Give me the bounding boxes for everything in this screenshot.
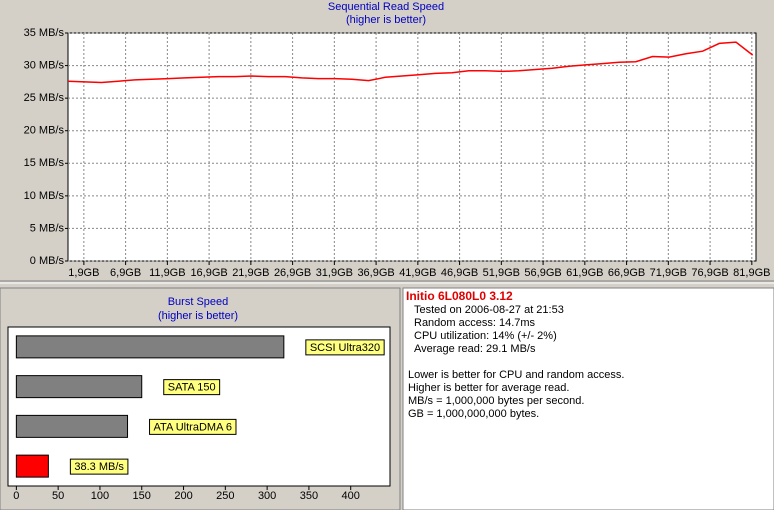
x-tick-label: 1,9GB	[68, 267, 99, 279]
x-tick-label: 6,9GB	[110, 267, 141, 279]
x-tick-label: 41,9GB	[399, 267, 436, 279]
info-detail: Tested on 2006-08-27 at 21:53	[414, 304, 564, 316]
bar	[15, 375, 143, 399]
x-tick-label: 0	[13, 490, 19, 502]
y-tick-label: 30 MB/s	[24, 59, 65, 71]
bar-label: SCSI Ultra320	[310, 342, 380, 354]
bar	[15, 335, 285, 359]
bar-label: ATA UltraDMA 6	[154, 421, 232, 433]
x-tick-label: 200	[174, 490, 192, 502]
plot-area	[67, 32, 757, 262]
x-tick-label: 61,9GB	[566, 267, 603, 279]
info-panel	[402, 287, 774, 510]
x-tick-label: 250	[216, 490, 234, 502]
y-tick-label: 20 MB/s	[24, 125, 65, 137]
x-tick-label: 51,9GB	[483, 267, 520, 279]
y-tick-label: 0 MB/s	[30, 255, 65, 267]
x-tick-label: 50	[52, 490, 64, 502]
x-tick-label: 46,9GB	[441, 267, 478, 279]
x-tick-label: 81,9GB	[733, 267, 770, 279]
x-tick-label: 26,9GB	[274, 267, 311, 279]
y-tick-label: 5 MB/s	[30, 222, 65, 234]
y-tick-label: 10 MB/s	[24, 190, 65, 202]
info-title: Initio 6L080L0 3.12	[406, 289, 513, 303]
x-tick-label: 76,9GB	[691, 267, 728, 279]
info-detail: CPU utilization: 14% (+/- 2%)	[414, 330, 557, 342]
y-tick-label: 25 MB/s	[24, 92, 65, 104]
x-tick-label: 100	[91, 490, 109, 502]
x-tick-label: 16,9GB	[190, 267, 227, 279]
x-tick-label: 350	[300, 490, 318, 502]
bar-label-box	[305, 339, 385, 356]
bar-label: SATA 150	[168, 382, 216, 394]
info-detail: Random access: 14.7ms	[414, 317, 536, 329]
bar-label-box	[69, 458, 129, 475]
x-tick-label: 21,9GB	[232, 267, 269, 279]
chart-subtitle: (higher is better)	[346, 14, 426, 26]
x-tick-label: 11,9GB	[149, 267, 186, 279]
bar	[15, 454, 49, 478]
x-tick-label: 31,9GB	[316, 267, 353, 279]
read-speed-line	[67, 41, 754, 84]
info-note: GB = 1,000,000,000 bytes.	[408, 408, 539, 420]
x-tick-label: 300	[258, 490, 276, 502]
y-tick-label: 35 MB/s	[24, 27, 65, 39]
bar	[15, 414, 129, 438]
x-tick-label: 400	[342, 490, 360, 502]
x-tick-label: 66,9GB	[608, 267, 645, 279]
info-detail: Average read: 29.1 MB/s	[414, 343, 536, 355]
chart-subtitle: (higher is better)	[158, 310, 238, 322]
bar-label-box	[163, 379, 221, 396]
y-tick-label: 15 MB/s	[24, 157, 65, 169]
bar-label-box	[149, 418, 237, 435]
chart-title: Sequential Read Speed	[328, 1, 444, 13]
info-note: Lower is better for CPU and random acces…	[408, 369, 624, 381]
info-note: MB/s = 1,000,000 bytes per second.	[408, 395, 584, 407]
x-tick-label: 36,9GB	[357, 267, 394, 279]
bar-label: 38.3 MB/s	[74, 461, 124, 473]
info-note: Higher is better for average read.	[408, 382, 569, 394]
x-tick-label: 150	[133, 490, 151, 502]
x-tick-label: 71,9GB	[650, 267, 687, 279]
chart-title: Burst Speed	[168, 296, 229, 308]
x-tick-label: 56,9GB	[524, 267, 561, 279]
